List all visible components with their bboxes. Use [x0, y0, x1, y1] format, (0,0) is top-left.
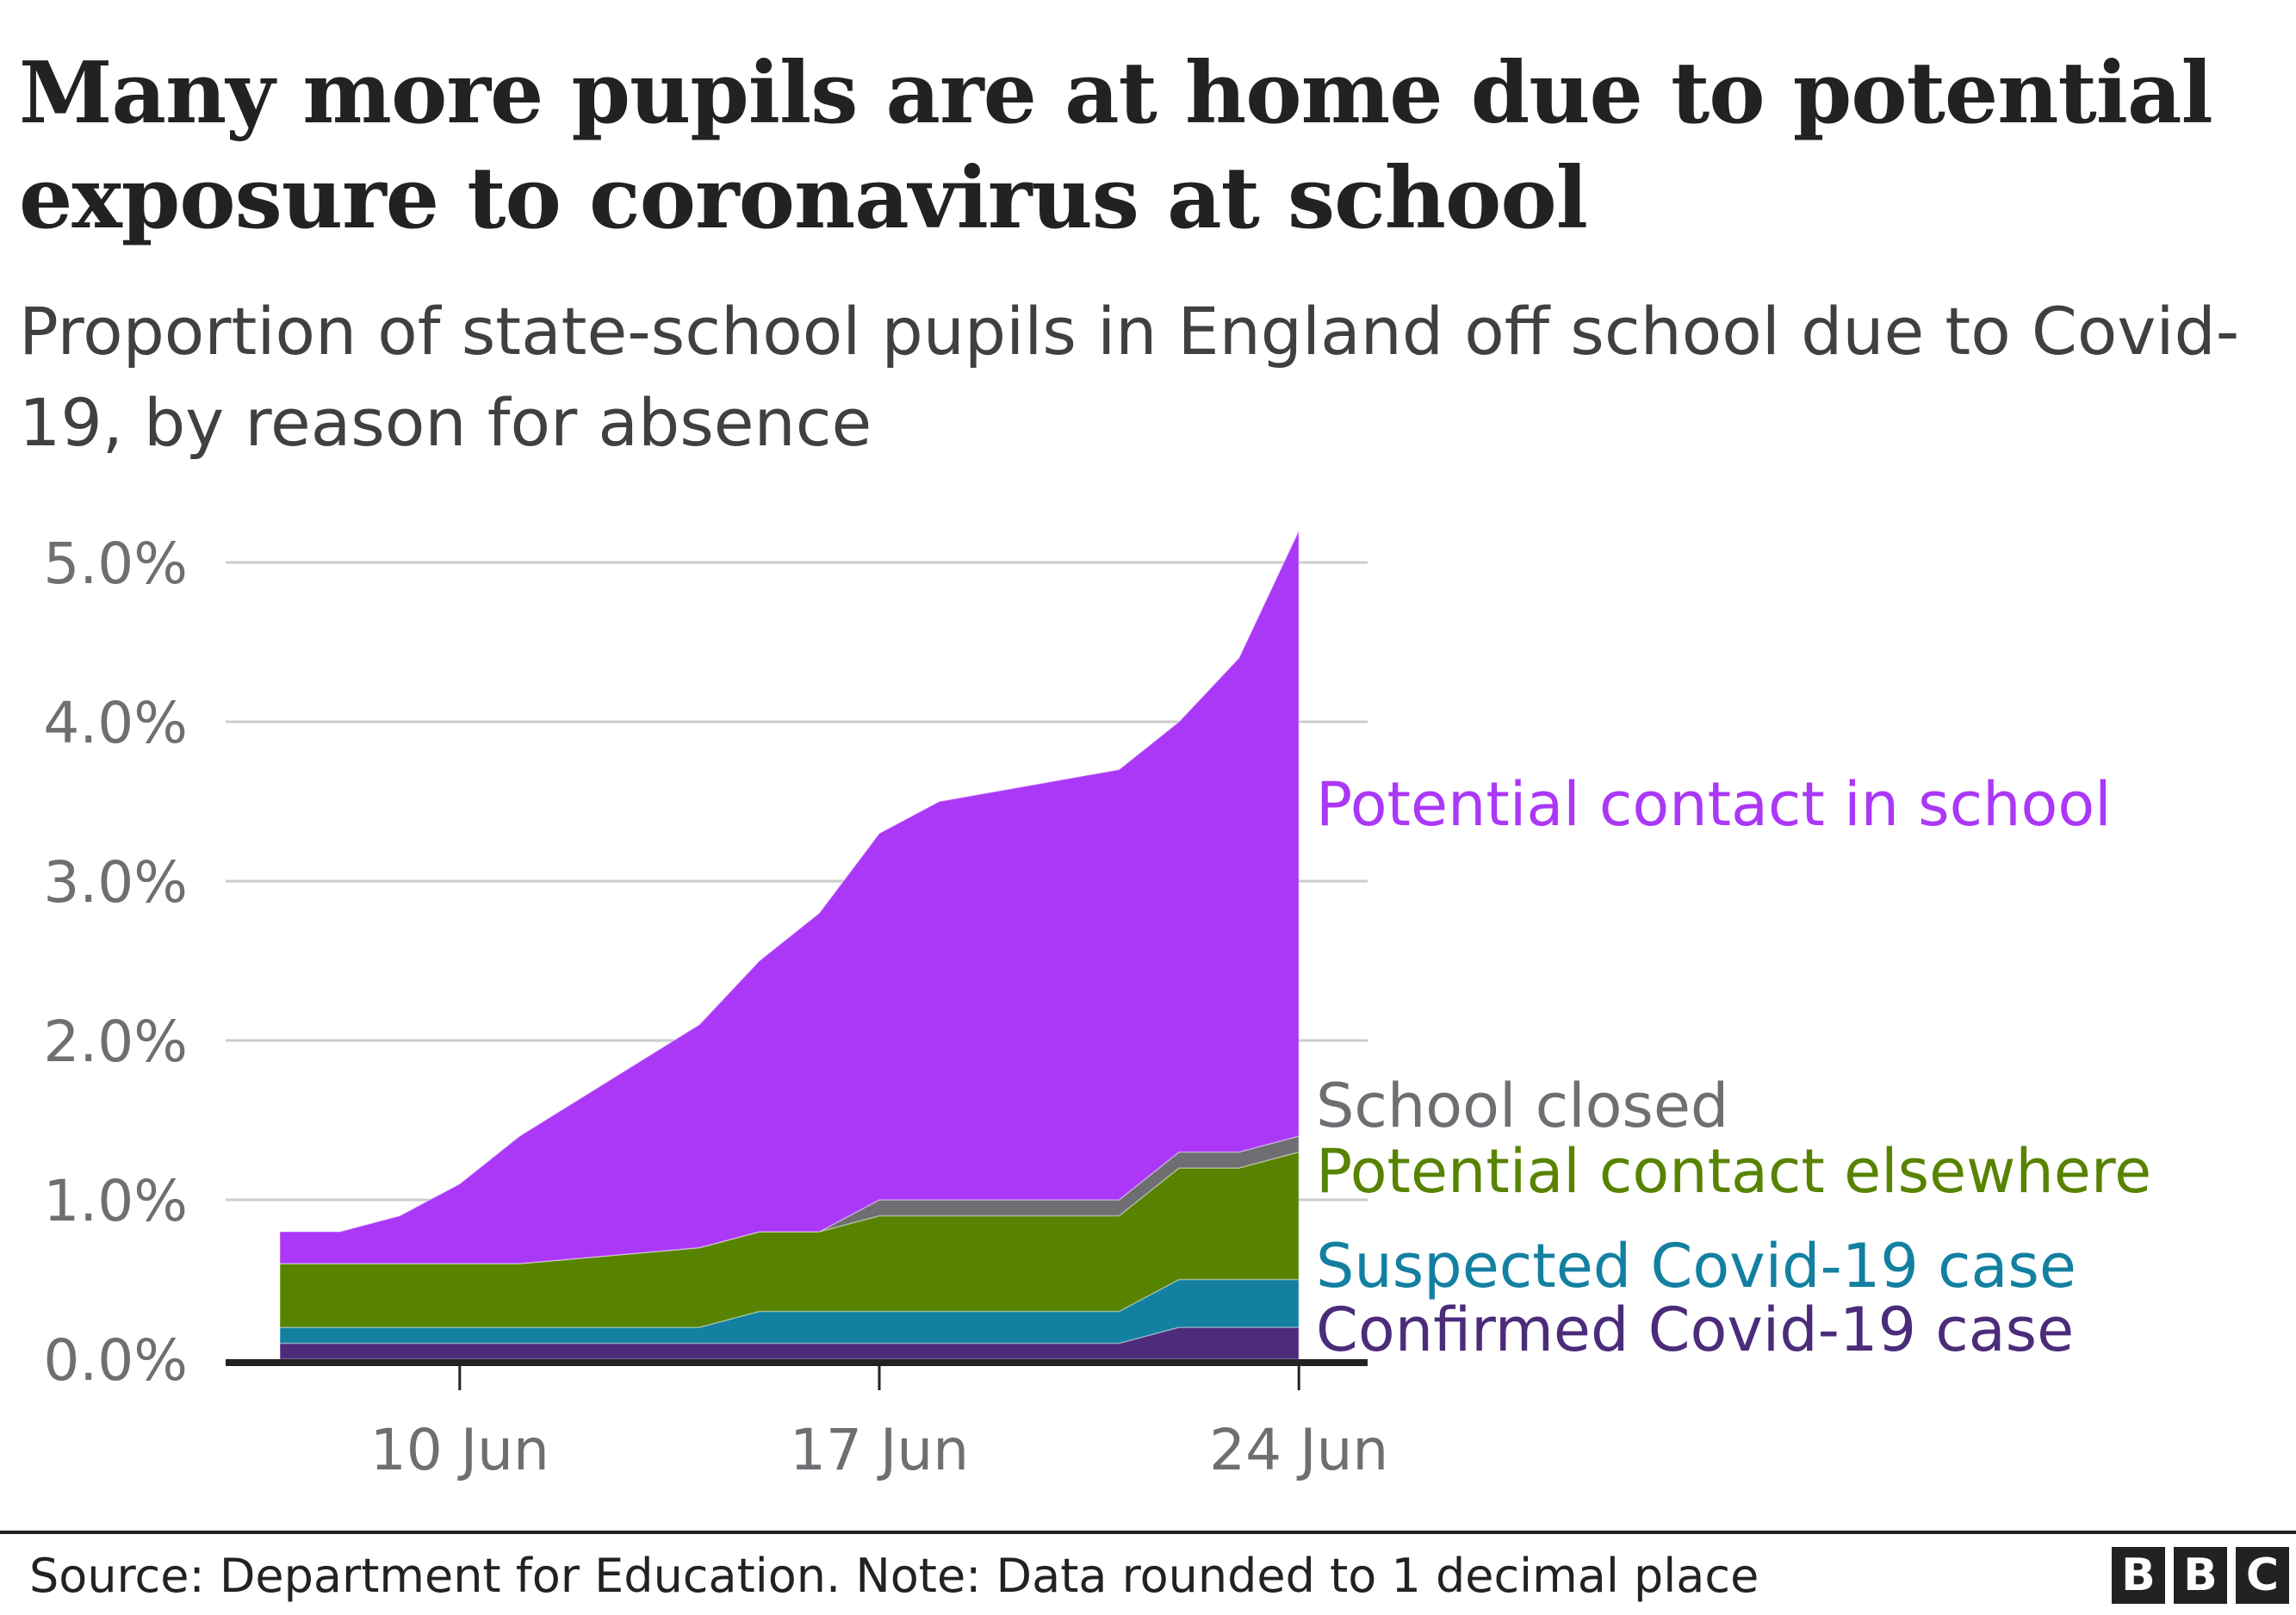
label-confirmed-case: Confirmed Covid-19 case [1316, 1295, 2074, 1365]
chart-title: Many more pupils are at home due to pote… [19, 44, 2213, 248]
chart-subtitle: Proportion of state-school pupils in Eng… [19, 293, 2240, 461]
bbc-logo-letter: B [2174, 1547, 2227, 1604]
label-suspected-case: Suspected Covid-19 case [1316, 1231, 2076, 1301]
y-axis-labels: 0.0% 1.0% 2.0% 3.0% 4.0% 5.0% [43, 531, 188, 1394]
bbc-logo-letter: C [2236, 1547, 2289, 1604]
y-tick-label: 2.0% [43, 1009, 188, 1075]
y-tick-label: 5.0% [43, 531, 188, 597]
source-note: Source: Department for Education. Note: … [29, 1549, 1759, 1603]
label-potential-contact-elsewhere: Potential contact elsewhere [1316, 1136, 2151, 1207]
label-school-closed: School closed [1316, 1071, 1728, 1141]
area-in-school [279, 530, 1300, 1264]
x-tick-label: 10 Jun [370, 1417, 549, 1483]
x-axis-line [226, 1359, 1368, 1366]
x-tick-label: 17 Jun [790, 1417, 969, 1483]
area-series [279, 530, 1300, 1360]
bbc-logo-letter: B [2112, 1547, 2165, 1604]
y-tick-label: 1.0% [43, 1168, 188, 1234]
bbc-logo: B B C [2112, 1547, 2289, 1604]
footer-divider [0, 1531, 2296, 1534]
stacked-area-chart: 0.0% 1.0% 2.0% 3.0% 4.0% 5.0% 10 Jun 17 Jun 24 … [43, 530, 2151, 1483]
x-tick-label: 24 Jun [1209, 1417, 1388, 1483]
label-potential-contact-in-school: Potential contact in school [1316, 769, 2112, 840]
y-tick-label: 0.0% [43, 1327, 188, 1394]
y-tick-label: 3.0% [43, 849, 188, 916]
y-tick-label: 4.0% [43, 690, 188, 756]
x-axis [226, 1359, 1368, 1390]
series-labels: Potential contact in school School close… [1316, 769, 2151, 1365]
x-axis-labels: 10 Jun 17 Jun 24 Jun [370, 1417, 1388, 1483]
